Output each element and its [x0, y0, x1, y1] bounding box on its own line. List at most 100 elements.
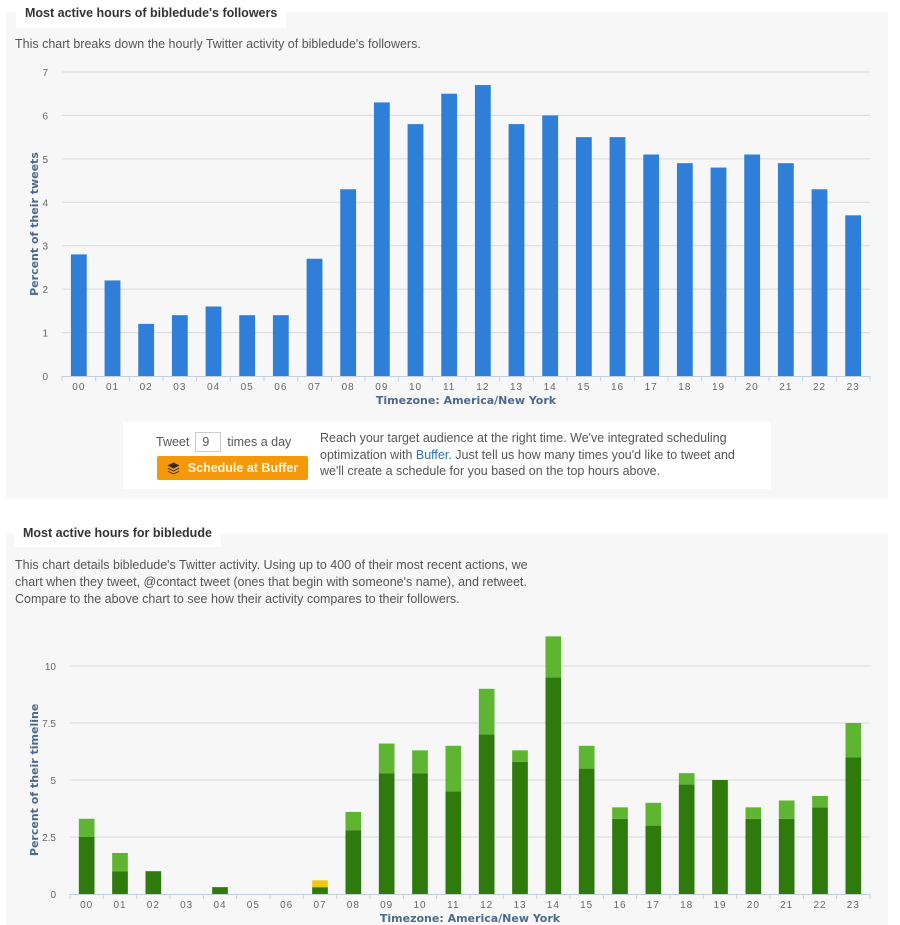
bar-segment: [112, 852, 128, 872]
x-tick-label: 03: [173, 382, 186, 393]
x-tick-label: 02: [140, 382, 153, 393]
bar: [845, 215, 862, 376]
x-tick-label: 01: [113, 900, 126, 911]
tweet-count-input[interactable]: [195, 432, 222, 452]
followers-activity-description: This chart breaks down the hourly Twitte…: [15, 37, 421, 51]
bar-segment: [712, 780, 728, 894]
y-tick-label: 1: [42, 329, 48, 340]
bar-segment: [578, 768, 595, 894]
x-tick-label: 20: [747, 900, 760, 911]
bar-segment: [678, 784, 695, 894]
promo-text-part: Reach your target audience at the right …: [320, 431, 727, 462]
schedule-at-buffer-button[interactable]: Schedule at Buffer: [157, 456, 308, 480]
x-tick-label: 14: [544, 382, 557, 393]
x-tick-label: 22: [813, 382, 826, 393]
user-activity-title: Most active hours for bibledude: [14, 520, 221, 547]
x-tick-label: 07: [313, 900, 326, 911]
bar: [441, 93, 458, 376]
x-tick-label: 15: [577, 382, 590, 393]
description-line: chart when they tweet, @contact tweet (o…: [15, 575, 527, 589]
bar-segment: [212, 887, 228, 894]
followers-activity-title: Most active hours of bibledude's followe…: [16, 0, 287, 28]
x-tick-label: 12: [480, 900, 493, 911]
tweet-label: Tweet: [156, 435, 190, 449]
bar-segment: [512, 750, 528, 762]
bar-segment: [378, 743, 395, 774]
x-tick-label: 02: [147, 900, 160, 911]
x-tick-label: 14: [547, 900, 560, 911]
bar-segment: [345, 830, 362, 894]
bar-segment: [145, 871, 162, 894]
y-axis-title: Percent of their timeline: [28, 704, 41, 856]
bar-segment: [478, 688, 495, 735]
bar-segment: [378, 773, 395, 894]
bar: [205, 306, 222, 376]
y-tick-label: 5: [50, 776, 56, 787]
bar-segment: [778, 818, 795, 894]
y-tick-label: 7: [42, 68, 48, 79]
x-axis-title: Timezone: America/New York: [376, 394, 557, 407]
bar-segment: [678, 773, 695, 785]
bar-segment: [512, 761, 528, 894]
x-tick-label: 18: [680, 900, 693, 911]
bar: [373, 102, 390, 377]
y-tick-label: 10: [45, 662, 57, 673]
bar-segment: [412, 750, 428, 774]
x-tick-label: 23: [847, 900, 860, 911]
y-tick-label: 7.5: [42, 719, 56, 730]
bar-segment: [845, 723, 862, 758]
x-tick-label: 15: [580, 900, 593, 911]
bar-segment: [812, 795, 828, 808]
bar: [508, 124, 525, 376]
bar: [609, 137, 626, 376]
bar: [70, 254, 87, 376]
bar-segment: [612, 818, 628, 894]
bar: [575, 137, 592, 376]
bar-segment: [78, 818, 95, 837]
x-tick-label: 17: [645, 382, 658, 393]
bar: [340, 189, 357, 376]
times-a-day-label: times a day: [227, 435, 292, 449]
bar: [272, 315, 289, 376]
bar-segment: [445, 745, 462, 792]
bar-segment: [612, 807, 628, 819]
bar-segment: [78, 837, 95, 894]
bar-segment: [412, 773, 428, 894]
y-tick-label: 4: [42, 198, 48, 209]
user-activity-description: This chart details bibledude's Twitter a…: [15, 557, 528, 608]
x-tick-label: 08: [342, 382, 355, 393]
bar: [676, 163, 693, 376]
bar-segment: [478, 734, 495, 894]
buffer-promo: Tweet times a day Schedule at Buffer Rea…: [123, 422, 771, 489]
bar: [811, 189, 828, 376]
bar: [171, 315, 188, 376]
bar-segment: [745, 818, 762, 894]
y-tick-label: 3: [42, 242, 48, 253]
y-tick-label: 6: [42, 111, 48, 122]
bar-segment: [745, 807, 762, 819]
x-tick-label: 16: [613, 900, 626, 911]
bar-segment: [445, 791, 462, 894]
x-tick-label: 10: [409, 382, 422, 393]
bar-segment: [645, 825, 662, 894]
x-tick-label: 20: [746, 382, 759, 393]
x-tick-label: 13: [513, 900, 526, 911]
followers-hourly-chart: 0 1 2 3 4 5 6 7 00 01 02 03 04 05 06 07 08 09 10 11 12 13 14 15…: [0, 60, 900, 410]
x-tick-label: 18: [678, 382, 691, 393]
bar-segment: [812, 807, 828, 894]
x-tick-label: 04: [207, 382, 220, 393]
bar: [542, 115, 559, 376]
x-axis-title: Timezone: America/New York: [380, 912, 561, 925]
bar-segment: [845, 757, 862, 894]
bar-segment: [312, 880, 328, 888]
x-tick-label: 21: [779, 382, 792, 393]
y-tick-label: 0: [42, 372, 48, 383]
tweet-frequency-row: Tweet times a day: [156, 432, 291, 452]
buffer-link[interactable]: Buffer: [415, 447, 449, 462]
bar: [239, 315, 256, 376]
bar: [138, 323, 155, 376]
x-tick-label: 22: [813, 900, 826, 911]
x-tick-label: 19: [713, 900, 726, 911]
buffer-stack-icon: [167, 462, 180, 474]
x-tick-label: 16: [611, 382, 624, 393]
